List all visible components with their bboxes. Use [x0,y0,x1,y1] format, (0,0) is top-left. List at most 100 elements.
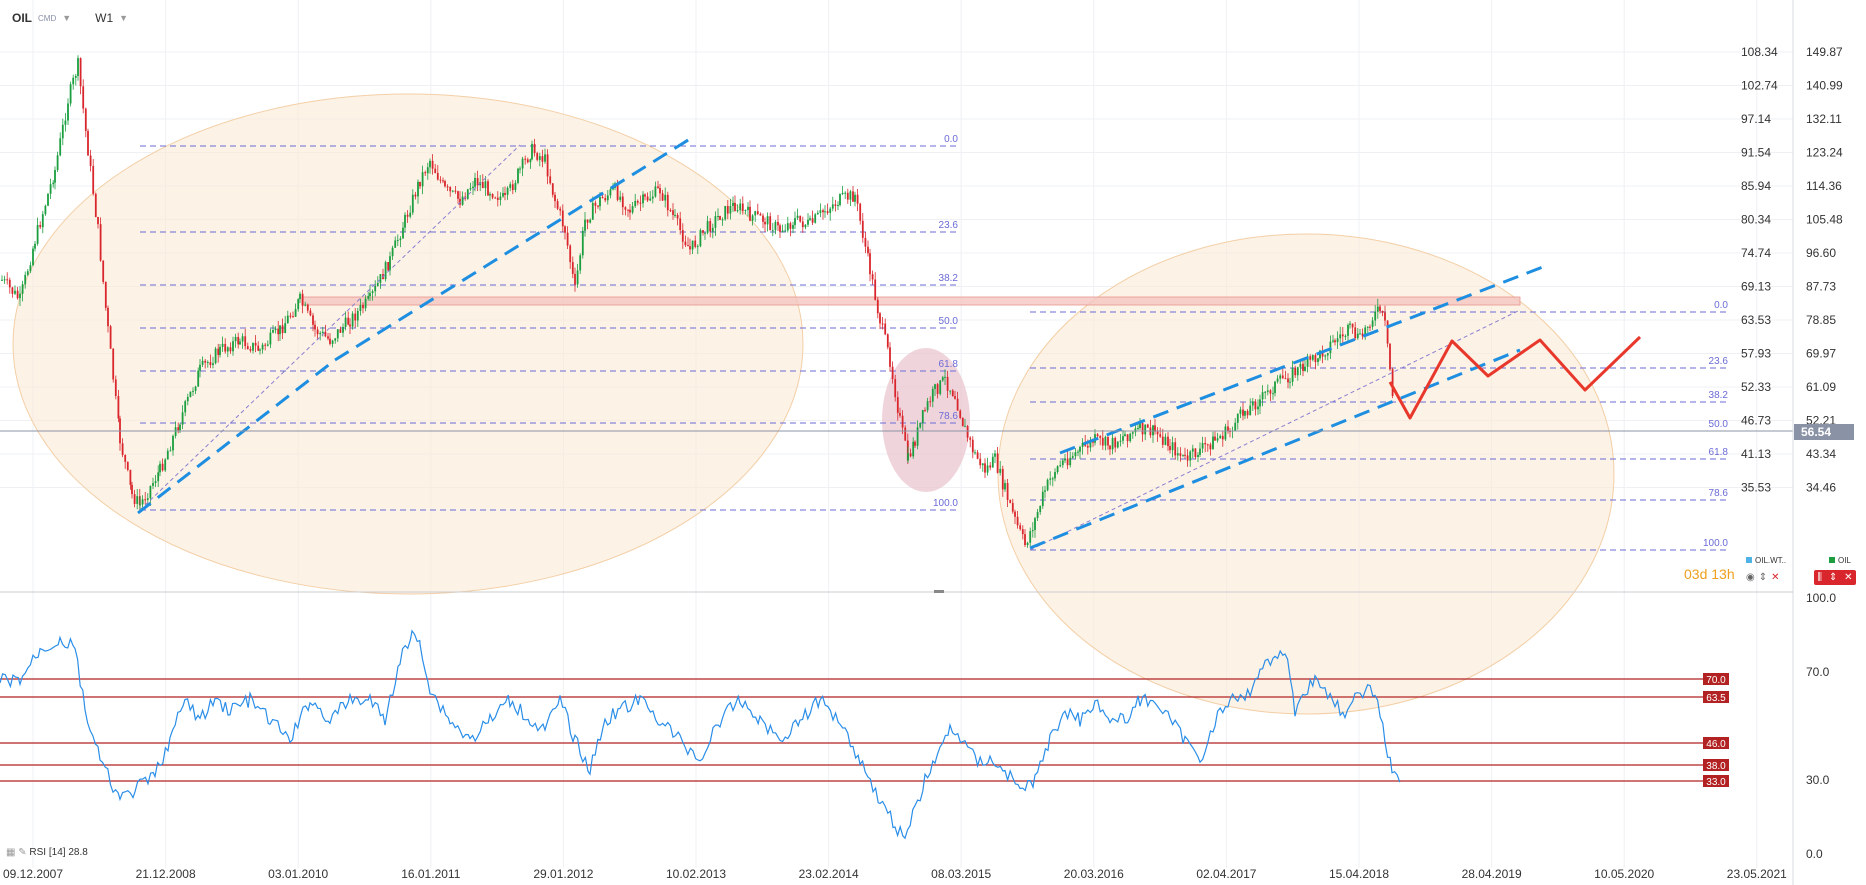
fib-label-right: 0.0 [1714,300,1728,311]
series-controls[interactable]: ⫼ ⇕ ✕ [1814,570,1856,585]
candle-body [896,397,899,413]
fib-label-right: 38.2 [1709,390,1729,401]
candle-body [1246,410,1249,416]
timer-days-unit: d [1699,566,1708,582]
candle-body [581,230,584,256]
candle-body [609,189,612,196]
candle-body [724,205,727,220]
candle-body [1009,499,1012,503]
candle-body [1354,327,1357,339]
close-icon[interactable]: ✕ [1844,572,1853,583]
candle-body [1209,444,1212,450]
trendline-right-lower[interactable] [1029,348,1521,550]
candle-body [351,313,354,327]
chevron-down-icon[interactable]: ▼ [62,13,72,23]
candle-body [1126,434,1129,442]
candle-body [829,208,832,213]
candle-body [502,193,504,197]
candle-body [744,210,747,212]
candle-body [687,245,689,247]
candle-body [491,194,494,198]
candles-icon[interactable]: ⫼ [1817,572,1823,583]
legend-series-1[interactable]: OIL.WT.. [1746,556,1786,565]
timer-hours: 13 [1711,566,1727,582]
candle-body [454,190,457,192]
candle-body [209,362,212,366]
resistance-zone [301,296,1521,306]
candle-body [1036,512,1039,519]
candle-body [371,291,374,294]
reorder-icon[interactable]: ⇕ [1828,572,1838,583]
timeframe-label[interactable]: W1 [95,11,114,25]
candle-body [266,344,269,346]
candle-body [489,194,491,196]
candle-body [894,379,897,398]
candle-body [451,190,454,192]
candle-body [1224,426,1227,440]
candle-body [67,103,69,121]
candle-body [1182,454,1184,456]
eye-icon[interactable]: ◉ [1746,572,1755,583]
rsi-level-text: 33.0 [1706,777,1726,788]
candle-body [82,86,85,109]
candle-body [702,230,704,233]
candle-body [487,181,489,196]
candle-body [336,329,339,339]
candle-body [699,230,702,247]
rsi-level-tag [1703,775,1729,787]
candle-body [629,209,631,213]
trendline-right-upper[interactable] [1059,263,1549,455]
candle-body [561,210,564,227]
panel-resize-handle[interactable] [934,590,944,593]
legend-series-2[interactable]: OIL [1829,556,1851,565]
candle-body [1,279,3,281]
candle-body [1381,311,1384,313]
candle-body [1046,479,1049,491]
candle-body [589,219,592,223]
candle-body [339,329,342,333]
candle-body [879,313,881,324]
candle-body [799,215,802,222]
grid-icon[interactable]: ▦ [6,847,16,858]
candle-body [1384,312,1386,321]
trendline-left-1[interactable] [137,358,336,515]
candle-body [591,202,594,220]
candle-body [154,481,157,484]
candle-body [554,194,556,202]
candle-body [529,159,532,163]
candle-body [277,328,280,335]
candle-body [64,120,67,125]
candle-body [631,206,634,213]
candle-body [439,179,442,181]
candle-body [984,463,986,473]
candle-body [1086,445,1089,448]
close-icon[interactable]: ✕ [1771,572,1780,583]
candle-body [634,200,637,207]
candle-body [399,238,402,241]
candle-body [807,219,809,225]
candle-body [414,194,417,197]
candle-body [117,396,120,419]
candle-body [999,468,1002,473]
candle-body [177,427,180,431]
trendline-left-2[interactable] [334,135,694,362]
candle-body [446,186,449,188]
candle-body [1199,448,1201,455]
projection-path[interactable] [1388,335,1642,420]
candle-body [674,214,676,216]
symbol-label[interactable]: OIL [12,11,32,25]
settings-icon[interactable]: ✎ [18,847,27,858]
candle-body [889,347,891,367]
timer-hours-unit: h [1726,566,1735,582]
candle-body [334,338,337,341]
candle-body [1251,401,1254,406]
chart-header: OIL CMD ▼ W1 ▼ [12,11,128,25]
chevron-down-icon[interactable]: ▼ [119,13,129,23]
candle-body [907,453,909,461]
candle-body [1184,454,1186,456]
reorder-icon[interactable]: ⇕ [1758,572,1768,583]
candle-body [79,58,82,87]
candle-body [774,221,777,231]
candle-body [1056,466,1059,473]
